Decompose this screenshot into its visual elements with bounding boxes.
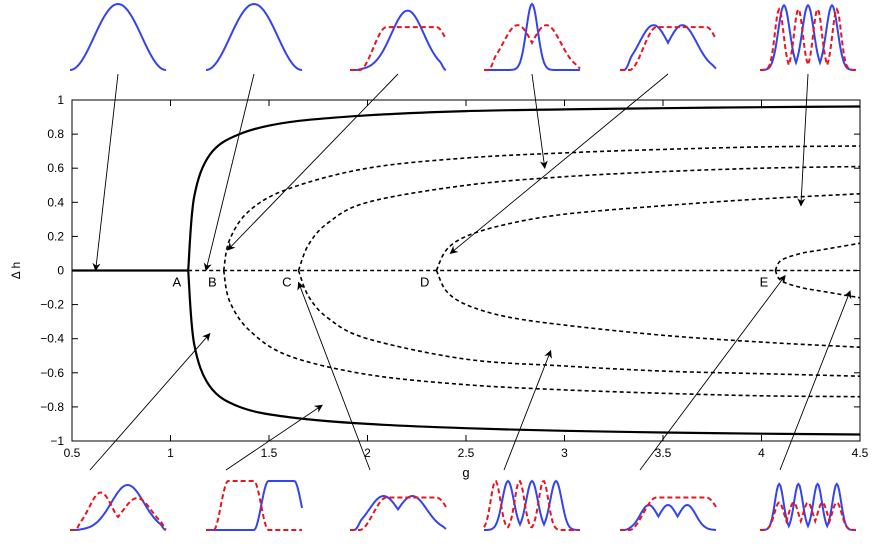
- unstable-branch-line: [222, 270, 861, 398]
- bifurcation-point-label: E: [760, 275, 769, 290]
- axis-ticks: 0.5 1 1.5 2 2.5 3 3.5 4 4.5 1 0.8 0.6 0.4 0.2 0 −0.2 −0.…: [40, 93, 868, 460]
- unstable-branch-line: [435, 193, 861, 271]
- x-tick-label: 3.5: [655, 446, 672, 460]
- inset-arrow: [227, 73, 399, 251]
- inset-arrow: [92, 73, 119, 272]
- red-profile-curve: [70, 491, 167, 531]
- bottom-profile-inset: [760, 482, 856, 531]
- inset-arrow: [639, 274, 786, 471]
- blue-profile-curve: [760, 3, 856, 71]
- bottom-profile-inset: [70, 483, 167, 531]
- y-tick-label: 0.8: [47, 127, 64, 141]
- stable-branch-line: [187, 105, 861, 271]
- bottom-profile-inset: [620, 496, 717, 531]
- unstable-branch-line: [222, 145, 861, 271]
- bifurcation-point-label: B: [208, 275, 217, 290]
- top-profile-inset: [484, 2, 581, 71]
- red-profile-curve: [620, 26, 717, 71]
- y-tick-label: −1: [50, 434, 64, 448]
- inset-arrow: [449, 73, 669, 254]
- y-tick-label: 1: [57, 93, 64, 107]
- top-profile-inset: [620, 24, 717, 71]
- unstable-branch-line: [774, 270, 861, 299]
- plot-area: 0.5 1 1.5 2 2.5 3 3.5 4 4.5 1 0.8 0.6 0.4 0.2 0 −0.2 −0.…: [9, 73, 869, 480]
- red-profile-curve: [484, 24, 581, 71]
- red-profile-curve: [350, 496, 447, 531]
- x-tick-label: 0.5: [64, 446, 81, 460]
- inset-arrow: [531, 73, 548, 170]
- top-profile-inset: [760, 3, 856, 71]
- bifurcation-point-label: C: [282, 275, 291, 290]
- blue-profile-curve: [205, 2, 303, 71]
- red-profile-curve: [206, 480, 302, 531]
- blue-profile-curve: [206, 480, 303, 531]
- x-tick-label: 4: [758, 446, 765, 460]
- x-tick-label: 3: [561, 446, 568, 460]
- y-tick-label: −0.2: [40, 298, 64, 312]
- unstable-branch-line: [774, 242, 861, 271]
- blue-profile-curve: [620, 24, 717, 71]
- unstable-branch-line: [297, 270, 861, 377]
- y-tick-label: −0.6: [40, 366, 64, 380]
- inset-arrow: [503, 349, 552, 471]
- inset-arrows: [89, 73, 852, 471]
- inset-arrow: [297, 281, 371, 471]
- x-tick-label: 4.5: [852, 446, 869, 460]
- red-profile-curve: [483, 480, 580, 531]
- profile-insets: [69, 2, 856, 531]
- top-profile-inset: [350, 9, 447, 71]
- y-tick-label: 0.4: [47, 195, 64, 209]
- inset-arrow: [797, 73, 809, 207]
- top-profile-inset: [69, 2, 167, 71]
- y-tick-label: −0.4: [40, 332, 64, 346]
- bifurcation-point-labels: A B C D E: [173, 275, 769, 290]
- inset-arrow: [203, 73, 255, 272]
- bottom-profile-inset: [206, 480, 303, 531]
- bottom-profile-inset: [483, 479, 580, 531]
- blue-profile-curve: [484, 479, 580, 531]
- x-tick-label: 1.5: [261, 446, 278, 460]
- red-profile-curve: [760, 7, 856, 71]
- x-axis-label: g: [462, 465, 469, 480]
- x-tick-label: 1: [167, 446, 174, 460]
- y-axis-label: Δ h: [9, 262, 23, 279]
- blue-profile-curve: [350, 9, 447, 71]
- bifurcation-point-label: A: [173, 275, 182, 290]
- x-tick-label: 2: [364, 446, 371, 460]
- stable-branch-line: [187, 270, 861, 436]
- blue-profile-curve: [760, 482, 856, 531]
- inset-arrow: [779, 290, 852, 471]
- unstable-branch-line: [435, 270, 861, 348]
- blue-profile-curve: [350, 494, 447, 531]
- inset-arrow: [225, 404, 323, 471]
- unstable-branch-line: [297, 165, 861, 271]
- blue-profile-curve: [69, 2, 167, 71]
- x-tick-label: 2.5: [458, 446, 475, 460]
- red-profile-curve: [350, 26, 447, 71]
- red-profile-curve: [620, 496, 717, 531]
- bifurcation-curves: [71, 105, 861, 436]
- bottom-profile-inset: [350, 494, 447, 531]
- y-tick-label: 0.6: [47, 161, 64, 175]
- y-tick-label: −0.8: [40, 400, 64, 414]
- y-tick-label: 0.2: [47, 229, 64, 243]
- top-profile-inset: [205, 2, 303, 71]
- blue-profile-curve: [70, 483, 167, 531]
- blue-profile-curve: [484, 2, 580, 71]
- inset-arrow: [89, 332, 211, 471]
- bifurcation-point-label: D: [420, 275, 429, 290]
- y-tick-label: 0: [57, 264, 64, 278]
- blue-profile-curve: [620, 503, 716, 531]
